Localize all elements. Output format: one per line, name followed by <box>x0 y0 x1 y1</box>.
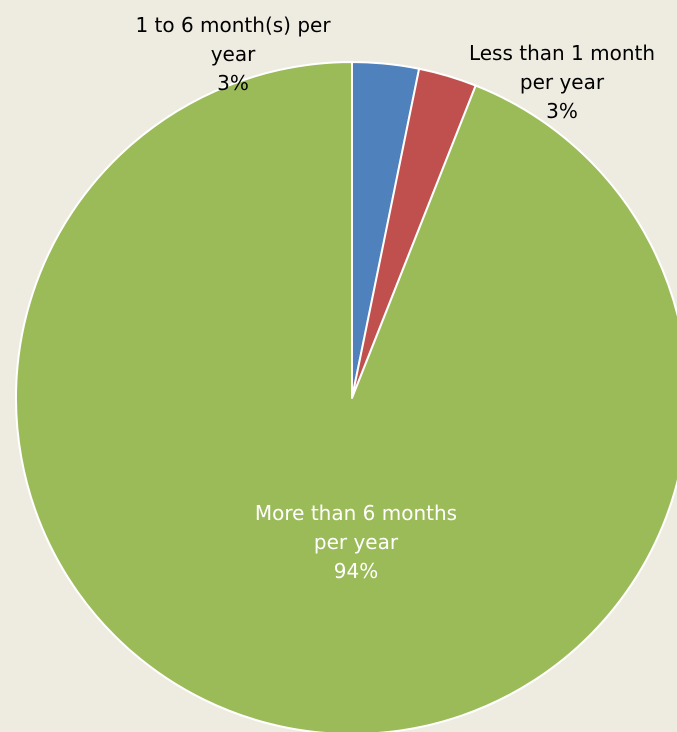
slice-label-2-line-1: Less than 1 month <box>469 41 655 65</box>
slice-label-1-line-1: 1 to 6 month(s) per <box>135 13 331 37</box>
pie-labels: 1 to 6 month(s) per year 3%Less than 1 mon… <box>135 13 655 583</box>
slice-label-2-line-2: per year <box>520 70 605 94</box>
slice-label-2-line-3: 3% <box>546 99 578 123</box>
slice-label-1-line-2: year <box>211 42 256 66</box>
pie-slices <box>15 61 677 732</box>
slice-label-1: 1 to 6 month(s) per year 3% <box>135 13 331 95</box>
slice-label-3-line-3: 94% <box>334 559 378 583</box>
slice-label-2: Less than 1 month per year 3% <box>469 41 655 123</box>
slice-label-3-line-2: per year <box>314 530 399 554</box>
slice-label-3: More than 6 months per year 94% <box>255 501 457 583</box>
slice-label-3-line-1: More than 6 months <box>255 501 457 525</box>
slice-label-1-line-3: 3% <box>217 71 249 95</box>
pie-slice-3 <box>15 61 677 732</box>
